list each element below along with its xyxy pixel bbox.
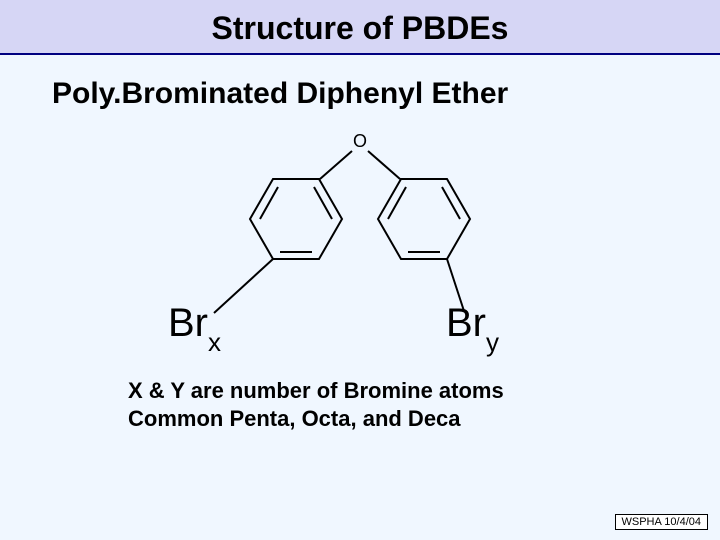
caption-line-2: Common Penta, Octa, and Deca (128, 405, 720, 433)
molecule-svg: O (0, 111, 720, 371)
footer-tag: WSPHA 10/4/04 (615, 514, 709, 530)
bry-main: Br (446, 301, 486, 345)
brx-sub: x (208, 327, 221, 357)
chemical-diagram: O Brx Bry (0, 111, 720, 371)
bry-label: Bry (446, 301, 499, 352)
brx-main: Br (168, 301, 208, 345)
slide-title: Structure of PBDEs (0, 10, 720, 47)
title-bar: Structure of PBDEs (0, 0, 720, 55)
slide-subtitle: Poly.Brominated Diphenyl Ether (52, 77, 720, 111)
caption-line-1: X & Y are number of Bromine atoms (128, 377, 720, 405)
brx-label: Brx (168, 301, 221, 352)
bry-sub: y (486, 327, 499, 357)
oxygen-label: O (353, 131, 367, 151)
caption: X & Y are number of Bromine atoms Common… (128, 377, 720, 432)
